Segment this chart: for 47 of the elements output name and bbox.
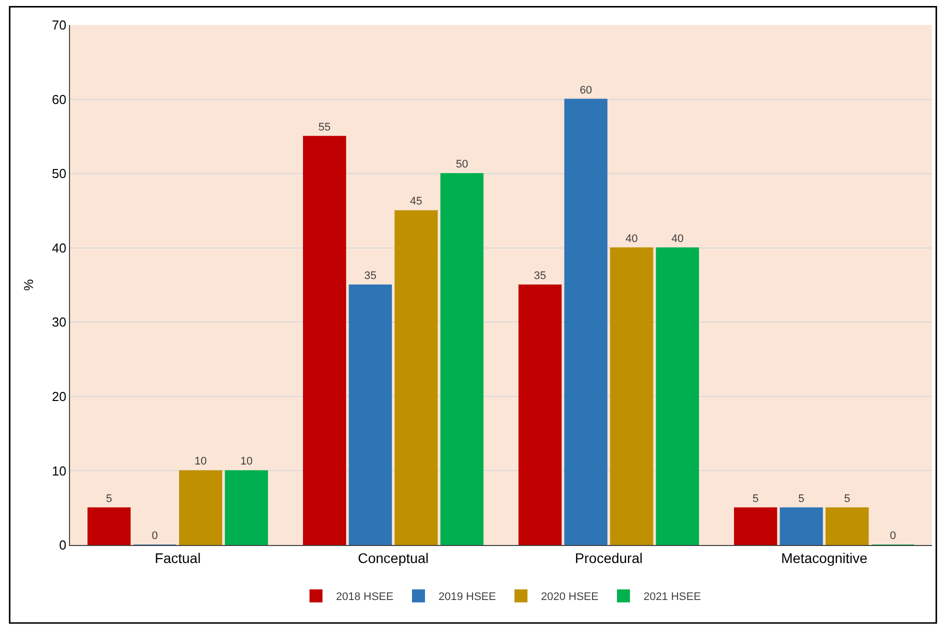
- y-tick-label: 60: [52, 92, 66, 107]
- y-tick-label: 70: [52, 18, 66, 33]
- y-tick-label: 10: [52, 463, 66, 478]
- legend-label: 2019 HSEE: [438, 591, 496, 604]
- data-label: 5: [106, 492, 112, 505]
- y-tick-label: 0: [59, 538, 66, 553]
- bar: [564, 98, 608, 545]
- data-label: 40: [671, 232, 684, 245]
- x-tick-label: Conceptual: [358, 550, 429, 566]
- data-label: 35: [534, 270, 546, 282]
- data-label: 0: [152, 530, 158, 542]
- bar: [780, 507, 823, 545]
- bar: [87, 507, 131, 545]
- bar: [610, 247, 654, 545]
- x-tick-label: Procedural: [574, 550, 643, 566]
- bar: [518, 284, 562, 545]
- data-label: 0: [890, 530, 896, 542]
- data-label: 40: [626, 232, 638, 245]
- data-label: 55: [318, 121, 331, 134]
- data-label: 45: [410, 196, 422, 208]
- bar: [348, 284, 392, 545]
- bar: [179, 470, 222, 545]
- data-label: 5: [844, 492, 850, 505]
- bar: [656, 247, 700, 545]
- y-tick-label: 40: [52, 240, 66, 256]
- bar: [302, 136, 346, 545]
- y-tick-label: 50: [52, 166, 66, 182]
- y-axis-title: %: [20, 278, 36, 291]
- bar: [734, 507, 778, 545]
- legend-label: 2021 HSEE: [643, 591, 701, 604]
- y-tick-label: 20: [52, 388, 66, 404]
- data-label: 10: [194, 456, 207, 468]
- bar: [440, 173, 484, 545]
- data-label: 60: [580, 84, 592, 96]
- data-label: 5: [752, 492, 759, 505]
- bar: [224, 470, 268, 545]
- bar: [394, 210, 438, 545]
- legend-label: 2018 HSEE: [336, 591, 394, 604]
- legend-label: 2020 HSEE: [540, 591, 598, 604]
- x-tick-label: Factual: [154, 550, 201, 566]
- data-label: 10: [240, 456, 253, 468]
- x-tick-label: Metacognitive: [781, 550, 868, 566]
- y-tick-label: 30: [52, 314, 66, 330]
- data-label: 35: [364, 270, 376, 282]
- data-label: 5: [798, 492, 804, 505]
- bar: [826, 507, 869, 545]
- data-label: 50: [456, 158, 468, 171]
